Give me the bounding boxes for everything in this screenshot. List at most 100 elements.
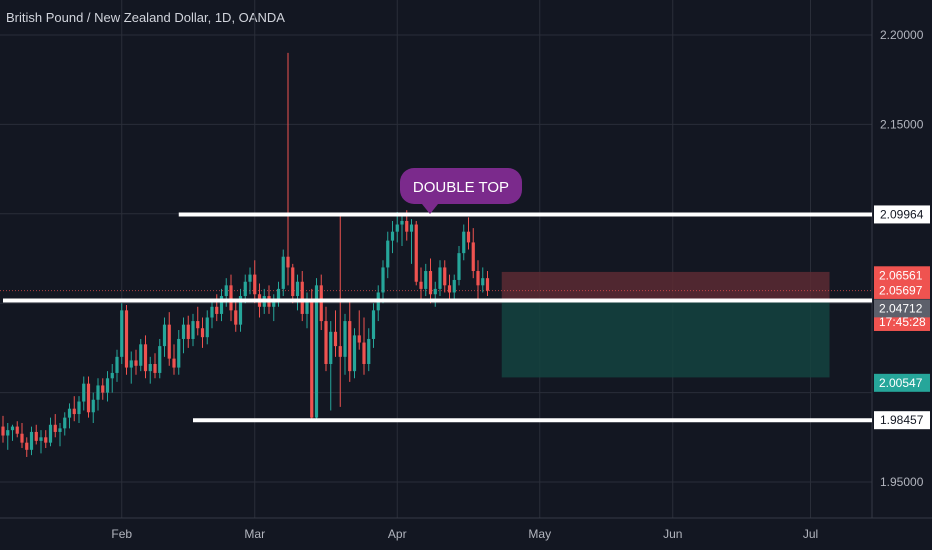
candle-body [300,281,304,314]
candle-body [15,426,19,434]
price-tag-label: 2.06561 [879,268,923,282]
candle-body [148,363,152,372]
candle-body [215,306,219,314]
candle-body [115,356,119,373]
candle-body [281,256,285,289]
level-price-tag [874,205,930,224]
candle-body [362,342,366,364]
candle-body [1,426,5,436]
candle-body [433,288,437,295]
candle-body [177,338,181,368]
candle-body [319,285,323,322]
candle-body [476,271,480,286]
candle-body [96,385,100,400]
candle-body [82,383,86,402]
candle-body [405,220,409,232]
candle-body [20,433,24,443]
candle-body [367,338,371,364]
double-top-callout [400,168,522,204]
candle-body [462,231,466,254]
candle-body [191,321,195,339]
candle-body [63,417,67,429]
candle-body [357,335,361,343]
candle-body [424,271,428,289]
candle-body [162,324,167,347]
candle-body [324,321,328,364]
candle-body [400,220,404,225]
candle-body [248,274,252,282]
y-tick-label: 2.15000 [880,117,924,131]
double-top-label: DOUBLE TOP [413,179,509,196]
candle-body [25,442,29,450]
candle-body [29,431,34,450]
level-price-label: 1.98457 [880,413,924,427]
candle-body [39,437,43,441]
candle-body [86,383,91,413]
candle-body [58,428,62,432]
candle-body [101,385,105,393]
price-tag-label: 2.00547 [879,376,923,390]
candle-body [167,324,171,359]
candle-body [196,321,200,329]
candle-body [134,360,138,366]
candle-body [153,363,157,373]
candle-body [186,324,190,339]
candle-body [224,285,228,297]
candle-body [466,231,471,243]
candle-body [276,288,281,300]
candle-body [295,281,300,297]
candle-body [338,346,342,357]
candle-body [390,231,395,241]
candle-body [205,317,209,338]
candle-body [428,271,433,295]
x-tick-label: Apr [388,527,407,541]
candle-body [438,267,442,289]
price-tag [874,299,930,318]
chart-title: British Pound / New Zealand Dollar, 1D, … [6,10,285,25]
candle-body [172,358,176,368]
candle-body [348,321,352,372]
candle-body [352,335,357,372]
target-zone [501,300,830,378]
candle-body [243,281,247,297]
price-tag-label: 2.05697 [879,284,923,298]
candle-body [443,267,447,286]
candle-body [143,344,148,372]
candle-body [158,346,162,373]
candle-body [452,279,456,293]
stop-zone [501,271,830,301]
candle-body [139,344,143,366]
candle-body [447,285,452,293]
callout-pointer [422,204,438,214]
candle-body [485,278,490,291]
candle-body [371,310,376,339]
candle-body [77,401,81,415]
candle-body [386,240,390,268]
candle-body [310,299,314,418]
candle-body [409,224,414,232]
candle-body [67,408,72,418]
candle-body [6,430,10,436]
candle-body [200,328,205,338]
candle-body [234,310,238,325]
candle-body [314,285,319,418]
candle-body [210,306,214,318]
candle-body [414,224,418,282]
x-tick-label: Mar [244,527,265,541]
candle-body [124,310,129,368]
candle-body [253,274,257,295]
x-tick-label: Jul [803,527,818,541]
candle-body [481,278,485,286]
candle-body [272,299,276,307]
price-tag-label: 2.04712 [879,301,923,315]
y-tick-label: 2.20000 [880,28,924,42]
candle-body [229,285,233,311]
price-tag [874,373,930,392]
candle-body [181,324,186,339]
candle-body [10,426,15,431]
x-tick-label: Jun [663,527,682,541]
candle-body [286,256,290,268]
candle-body [129,360,133,368]
candle-body [219,296,224,314]
